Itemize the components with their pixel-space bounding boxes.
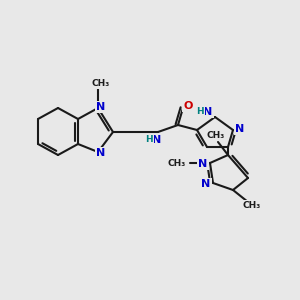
Text: N: N [198, 159, 208, 169]
Text: N: N [152, 135, 162, 145]
Text: N: N [236, 124, 244, 134]
Text: CH₃: CH₃ [92, 80, 110, 88]
Text: CH₃: CH₃ [207, 130, 225, 140]
Text: H: H [196, 107, 204, 116]
Text: CH₃: CH₃ [168, 158, 186, 167]
Text: N: N [96, 102, 106, 112]
Text: CH₃: CH₃ [243, 200, 261, 209]
Text: N: N [203, 107, 213, 117]
Text: N: N [96, 148, 106, 158]
Text: O: O [183, 101, 193, 111]
Text: N: N [201, 179, 211, 189]
Text: H: H [145, 136, 153, 145]
